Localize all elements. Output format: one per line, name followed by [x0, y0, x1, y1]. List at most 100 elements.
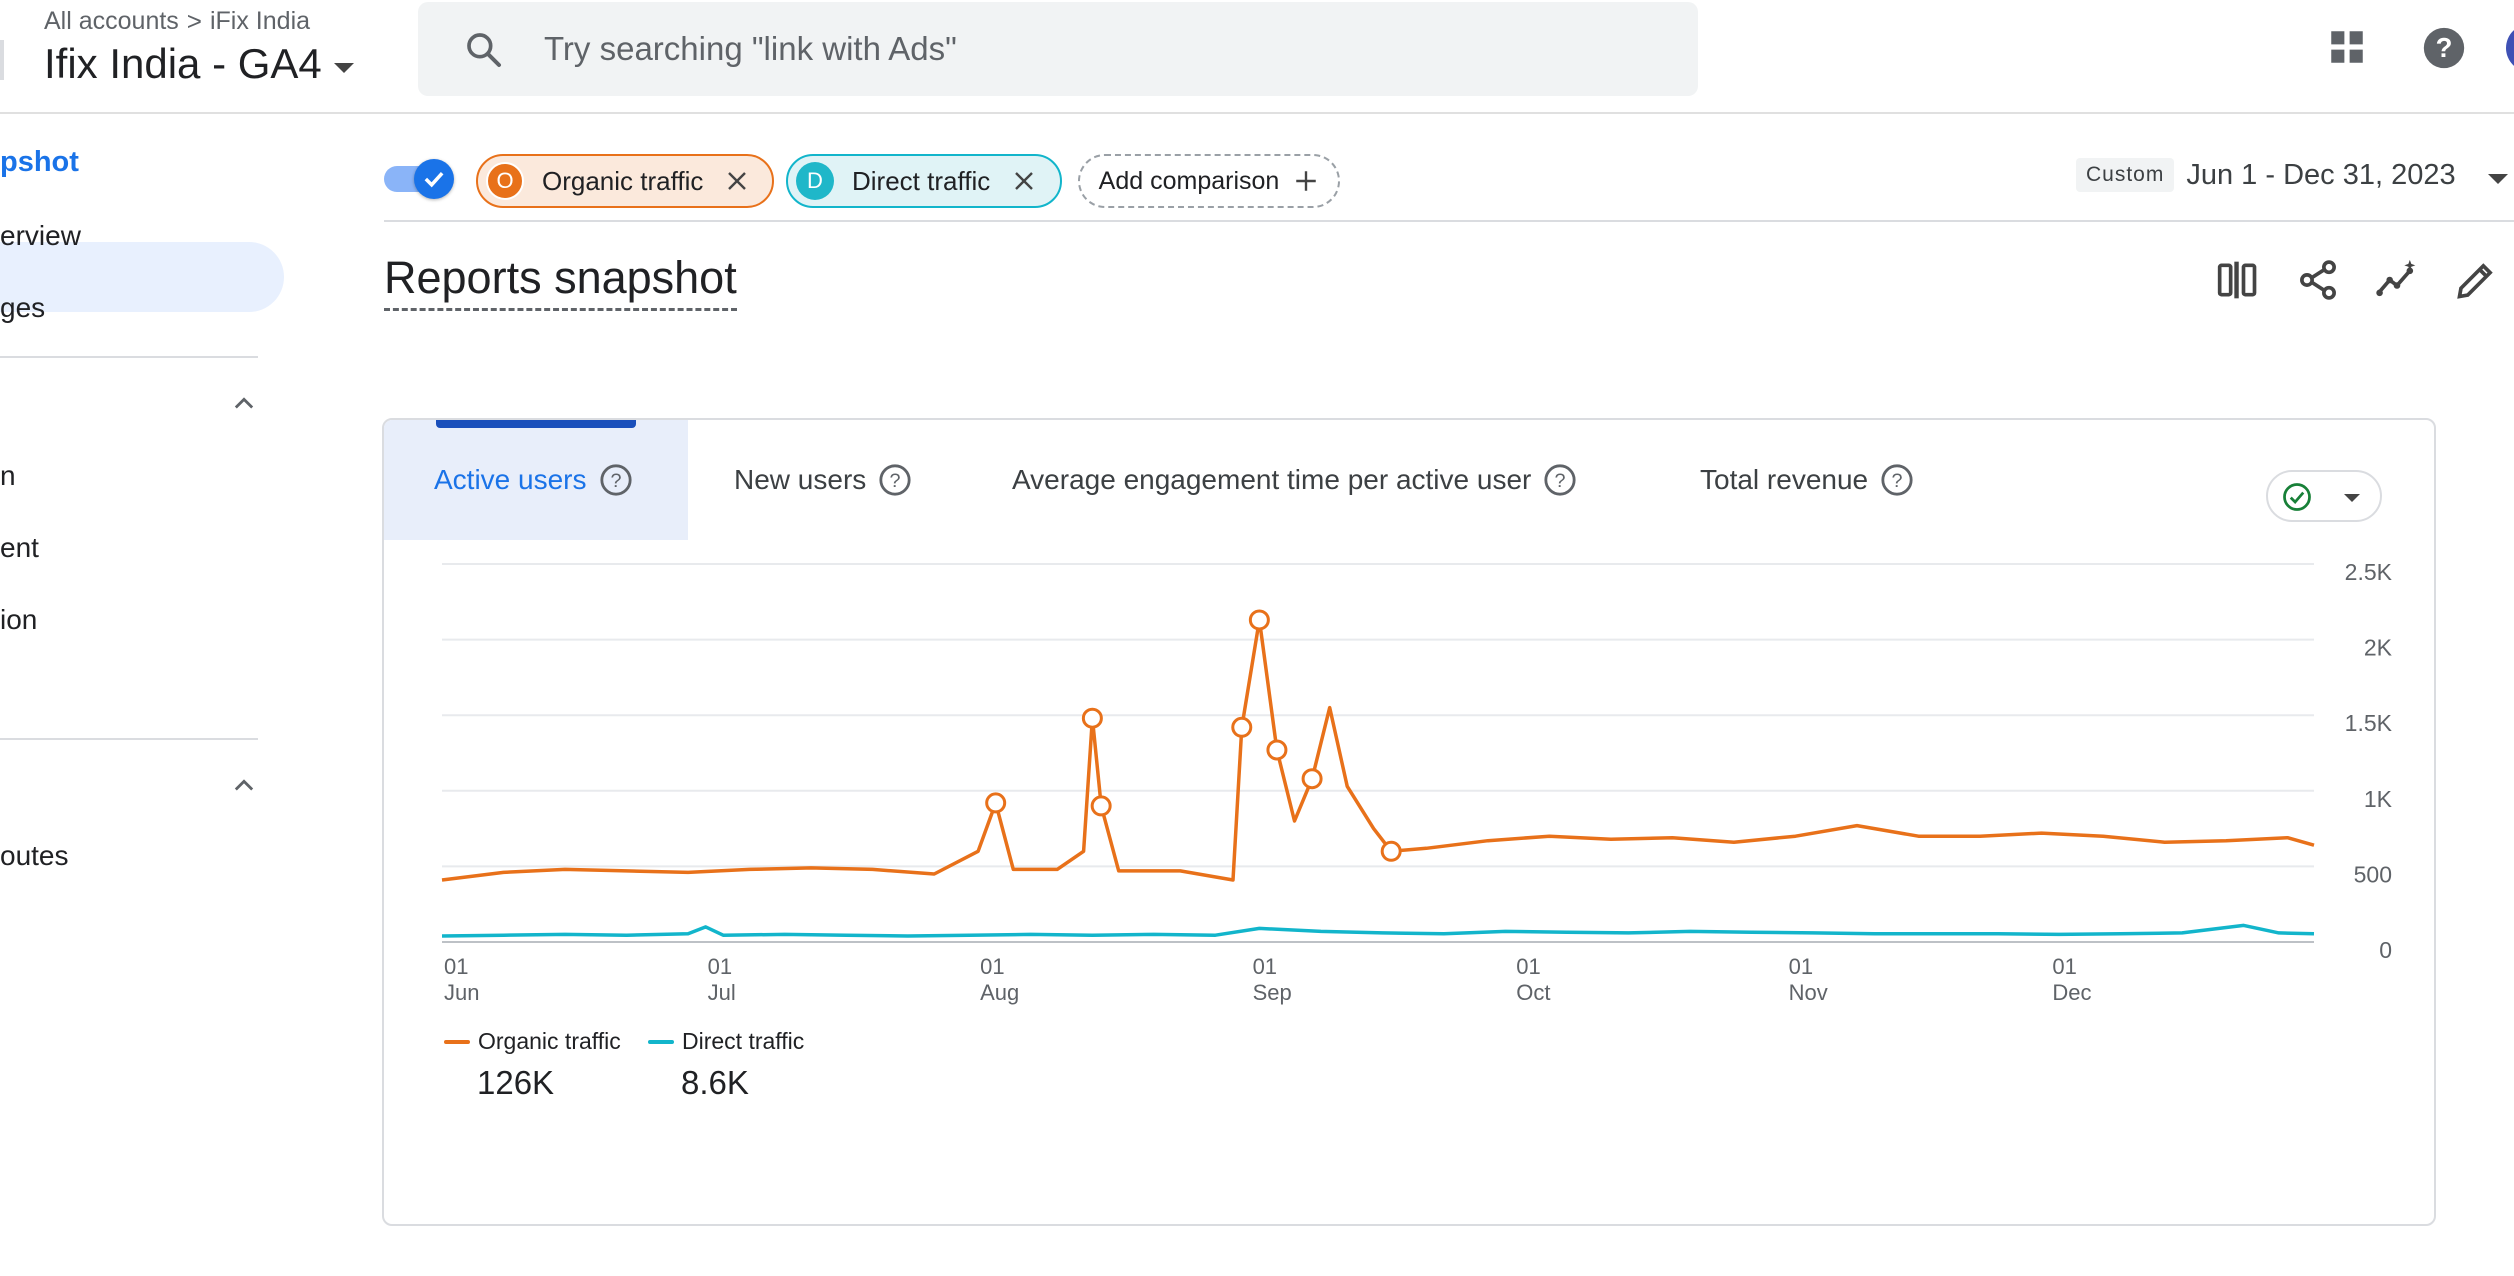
x-tick-month: Aug [980, 980, 1019, 1005]
x-tick-month: Jun [444, 980, 479, 1005]
legend-label: Direct traffic [682, 1028, 805, 1054]
help-icon[interactable]: ? [2422, 26, 2466, 70]
tab-label: Active users [434, 464, 587, 495]
comparison-chip-organic[interactable]: O Organic traffic [476, 154, 774, 208]
x-tick-month: Jul [708, 980, 736, 1005]
comparison-chip-direct[interactable]: D Direct traffic [786, 154, 1062, 208]
svg-text:?: ? [2436, 32, 2453, 63]
apps-grid-icon[interactable] [2326, 26, 2368, 68]
tab-total-revenue[interactable]: Total revenue ? [1700, 420, 1914, 540]
nav-item-monetization[interactable]: ion [0, 604, 38, 635]
caret-down-icon [2344, 494, 2360, 502]
close-icon[interactable] [725, 169, 749, 193]
breadcrumb[interactable]: All accounts > iFix India [44, 6, 310, 37]
check-icon [424, 171, 444, 188]
anomaly-marker [1301, 768, 1323, 790]
comparison-toggle[interactable] [414, 159, 454, 199]
tab-avg-engagement-time[interactable]: Average engagement time per active user … [1012, 420, 1577, 540]
anomaly-marker [1090, 795, 1112, 817]
y-tick-label: 1K [2364, 786, 2393, 812]
nav-item-pages[interactable]: ges [0, 292, 46, 323]
y-tick-label: 500 [2354, 861, 2392, 887]
report-card: Active users ? New users ? Average engag… [382, 418, 2436, 1226]
total-organic: 126K [477, 1064, 555, 1101]
chip-letter-badge: D [796, 162, 834, 200]
x-tick-month: Sep [1253, 980, 1292, 1005]
x-tick-day: 01 [1789, 954, 1813, 979]
header-divider [0, 40, 4, 80]
total-direct: 8.6K [681, 1064, 749, 1101]
svg-text:?: ? [1555, 470, 1566, 492]
chevron-up-icon[interactable] [230, 390, 258, 418]
y-tick-label: 1.5K [2345, 710, 2393, 736]
line-chart: 2.5K2K1.5K1K500001Jun01Jul01Aug01Sep01Oc… [441, 559, 2393, 1005]
chevron-up-icon[interactable] [230, 772, 258, 800]
check-circle-icon [2283, 483, 2311, 511]
property-selector[interactable]: Ifix India - GA4 [44, 40, 354, 88]
compare-columns-icon[interactable] [2216, 258, 2260, 302]
left-nav: pshot erview ges n ent ion outes [0, 112, 300, 1276]
help-circle-icon[interactable]: ? [878, 463, 912, 497]
chip-label: Direct traffic [852, 165, 991, 196]
nav-item-reports-snapshot[interactable]: pshot [0, 146, 79, 178]
y-tick-label: 2K [2364, 635, 2393, 661]
data-quality-menu[interactable] [2266, 470, 2382, 522]
x-tick-day: 01 [708, 954, 732, 979]
anomaly-marker [985, 792, 1007, 814]
close-icon[interactable] [1012, 169, 1036, 193]
caret-down-icon [2487, 174, 2508, 184]
tab-label: Total revenue [1700, 464, 1869, 495]
tab-active-users[interactable]: Active users ? [384, 420, 688, 540]
nav-item-overview[interactable]: erview [0, 220, 81, 251]
series-line-direct [441, 923, 2315, 938]
nav-item-engagement[interactable]: ent [0, 532, 39, 563]
nav-active-highlight [0, 242, 284, 312]
nav-item-attributes[interactable]: outes [0, 840, 69, 871]
add-comparison-button[interactable]: Add comparison [1078, 154, 1340, 208]
toolbar-divider [384, 220, 2514, 222]
anomaly-marker [1248, 609, 1270, 631]
edit-pencil-icon[interactable] [2454, 258, 2498, 302]
x-tick-day: 01 [980, 954, 1004, 979]
legend-item-direct: Direct traffic [648, 1028, 804, 1055]
tab-new-users[interactable]: New users ? [734, 420, 912, 540]
help-circle-icon[interactable]: ? [599, 463, 633, 497]
help-circle-icon[interactable]: ? [1880, 463, 1914, 497]
x-tick-month: Oct [1516, 980, 1550, 1005]
svg-text:?: ? [610, 470, 621, 492]
tab-label: Average engagement time per active user [1012, 464, 1532, 495]
plus-icon [1296, 171, 1317, 191]
x-tick-day: 01 [1253, 954, 1277, 979]
top-header: All accounts > iFix India Ifix India - G… [0, 0, 2514, 114]
search-icon [467, 33, 501, 67]
legend-swatch [444, 1039, 470, 1044]
property-title: Ifix India - GA4 [44, 40, 322, 87]
x-tick-day: 01 [1516, 954, 1540, 979]
caret-down-icon [333, 63, 354, 73]
help-circle-icon[interactable]: ? [1543, 463, 1577, 497]
legend-item-organic: Organic traffic [444, 1028, 621, 1055]
share-icon[interactable] [2296, 258, 2340, 302]
breadcrumb-account[interactable]: iFix India [209, 7, 311, 35]
page-title[interactable]: Reports snapshot [384, 252, 737, 311]
chip-label: Organic traffic [542, 165, 704, 196]
tab-active-indicator [436, 420, 636, 428]
nav-divider [0, 356, 258, 358]
date-range-picker[interactable]: Custom Jun 1 - Dec 31, 2023 [2076, 158, 2508, 192]
chip-letter-badge: O [486, 162, 524, 200]
date-range-text: Jun 1 - Dec 31, 2023 [2186, 158, 2456, 191]
nav-item-acquisition[interactable]: n [0, 460, 16, 491]
search-bar[interactable]: Try searching "link with Ads" [418, 2, 1698, 96]
breadcrumb-separator: > [186, 6, 202, 36]
y-tick-label: 2.5K [2345, 559, 2393, 585]
series-line-organic [441, 618, 2315, 882]
nav-divider [0, 738, 258, 740]
x-tick-month: Nov [1789, 980, 1828, 1005]
insights-icon[interactable] [2374, 258, 2420, 302]
tab-label: New users [734, 464, 867, 495]
legend-label: Organic traffic [478, 1028, 621, 1054]
avatar[interactable] [2506, 24, 2514, 72]
anomaly-marker [1380, 840, 1402, 862]
breadcrumb-root[interactable]: All accounts [44, 7, 179, 35]
anomaly-marker [1231, 716, 1253, 738]
